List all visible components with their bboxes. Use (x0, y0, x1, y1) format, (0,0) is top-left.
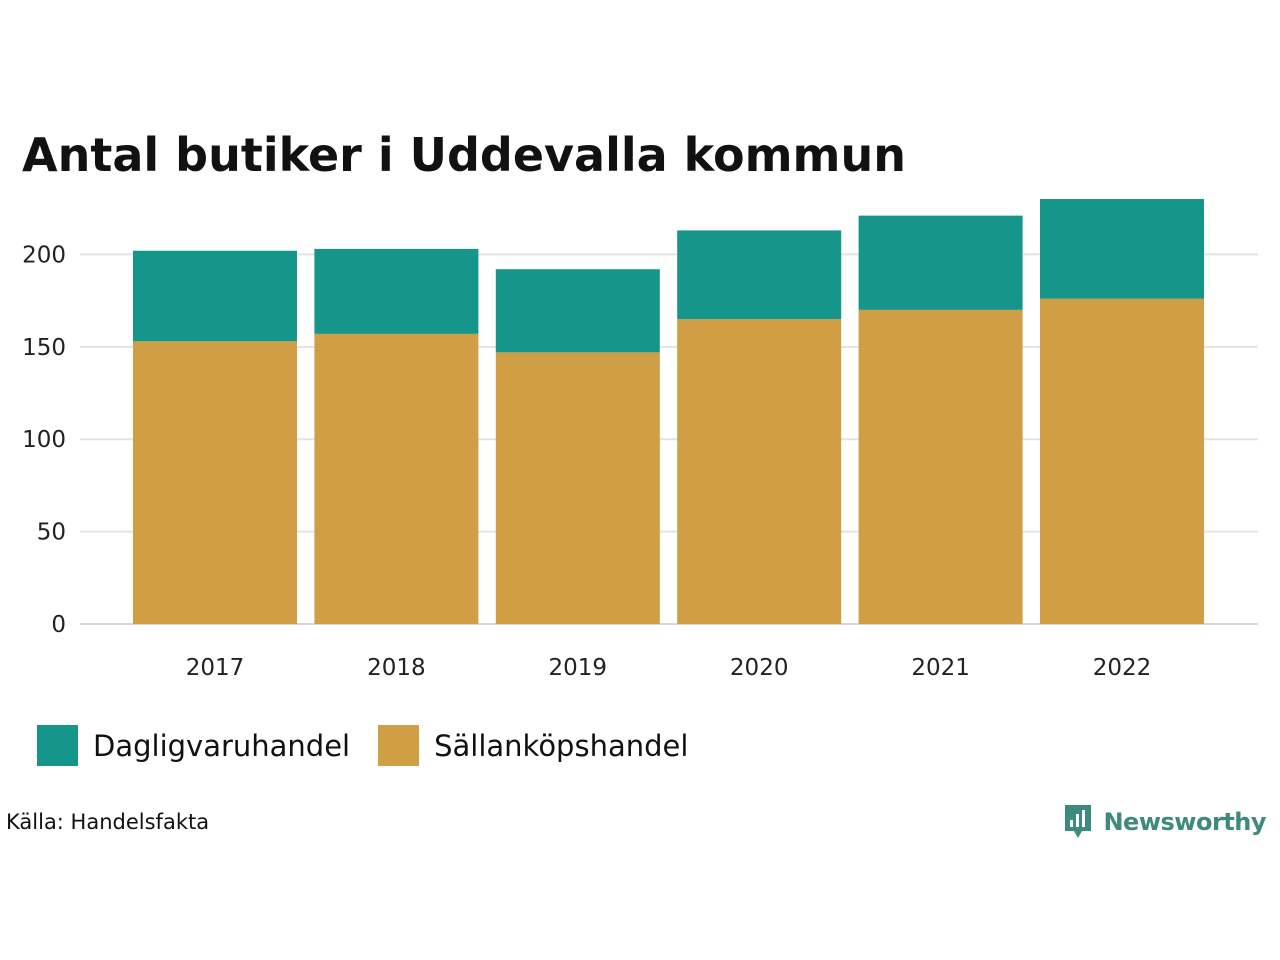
legend-item-sallankopshandel: Sällanköpshandel (378, 725, 688, 766)
legend-item-dagligvaruhandel: Dagligvaruhandel (37, 725, 350, 766)
bar-dagligvaruhandel-2022 (1040, 199, 1204, 299)
brand-logo[interactable]: Newsworthy (1063, 803, 1266, 841)
x-axis-tick-labels: 2017 2018 2019 2020 2021 2022 (186, 655, 1152, 681)
bar-s-llank-pshandel-2021 (858, 309, 1023, 624)
source-note: Källa: Handelsfakta (6, 810, 210, 834)
bar-s-llank-pshandel-2017 (133, 341, 297, 624)
x-tick-label-2018: 2018 (367, 655, 426, 681)
y-tick-label-150: 150 (22, 335, 66, 361)
bar-dagligvaruhandel-2020 (677, 230, 842, 320)
chart-title: Antal butiker i Uddevalla kommun (22, 128, 906, 182)
legend-label-dagligvaruhandel: Dagligvaruhandel (93, 728, 351, 763)
legend-label-sallankopshandel: Sällanköpshandel (434, 728, 689, 763)
legend-swatch-dagligvaruhandel (37, 725, 78, 766)
legend: Dagligvaruhandel Sällanköpshandel (37, 725, 716, 766)
x-tick-label-2019: 2019 (549, 655, 608, 681)
bar-dagligvaruhandel-2019 (495, 269, 660, 353)
newsworthy-logo-icon (1065, 805, 1092, 838)
y-tick-label-0: 0 (51, 612, 66, 638)
bar-chart: 0 50 100 150 200 2017 2018 2019 2020 2021 2022 (22, 199, 1258, 681)
x-tick-label-2020: 2020 (730, 655, 789, 681)
x-tick-label-2022: 2022 (1093, 655, 1152, 681)
bar-dagligvaruhandel-2018 (314, 248, 479, 334)
bar-dagligvaruhandel-2017 (133, 250, 297, 342)
bar-s-llank-pshandel-2018 (314, 333, 479, 624)
brand-name: Newsworthy (1103, 808, 1266, 836)
y-axis-tick-labels: 0 50 100 150 200 (22, 242, 66, 638)
bars (133, 199, 1204, 624)
x-tick-label-2021: 2021 (911, 655, 970, 681)
y-tick-label-200: 200 (22, 242, 66, 268)
legend-swatch-sallankopshandel (378, 725, 420, 766)
x-tick-label-2017: 2017 (186, 655, 245, 681)
bar-dagligvaruhandel-2021 (858, 215, 1023, 310)
y-tick-label-100: 100 (22, 427, 66, 453)
bar-s-llank-pshandel-2019 (495, 352, 660, 624)
bar-s-llank-pshandel-2022 (1040, 298, 1204, 624)
y-tick-label-50: 50 (37, 520, 66, 546)
bar-s-llank-pshandel-2020 (677, 319, 842, 624)
